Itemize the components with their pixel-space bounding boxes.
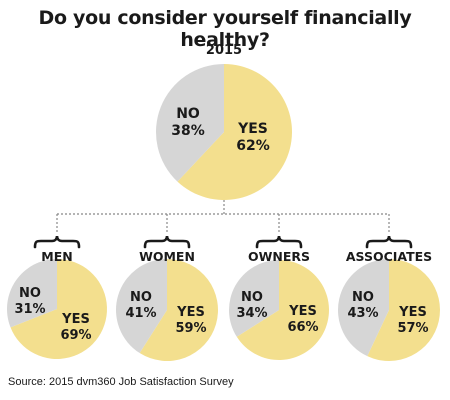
slice-value-no: 43% xyxy=(347,306,378,321)
pie-slice-yes xyxy=(367,259,440,361)
slice-label-yes: YES xyxy=(176,305,205,320)
pie-group-label: ASSOCIATES xyxy=(346,249,432,264)
pie-group-label: MEN xyxy=(41,249,72,264)
pie-group-label: WOMEN xyxy=(139,249,195,264)
pie-slice-no xyxy=(155,63,224,182)
slice-value-no: 31% xyxy=(14,302,45,317)
group-brace xyxy=(143,235,191,249)
pie-group-label: OWNERS xyxy=(248,249,310,264)
pie-slice-yes xyxy=(236,260,329,360)
slice-value-yes: 59% xyxy=(175,321,206,336)
slice-label-no: NO xyxy=(241,290,263,305)
group-brace xyxy=(33,235,81,249)
source-note: Source: 2015 dvm360 Job Satisfaction Sur… xyxy=(8,376,234,388)
slice-value-yes: 57% xyxy=(397,321,428,336)
pie-slice-yes xyxy=(177,64,292,200)
slice-label-no: NO xyxy=(130,290,152,305)
slice-label-no: NO xyxy=(176,106,200,122)
group-brace xyxy=(365,235,413,249)
slice-value-no: 38% xyxy=(171,123,205,139)
slice-value-no: 34% xyxy=(236,306,267,321)
slice-value-yes: 62% xyxy=(236,138,270,154)
pie-group-label: 2015 xyxy=(206,43,242,58)
slice-label-yes: YES xyxy=(398,305,427,320)
chart-title: Do you consider yourself financially hea… xyxy=(38,7,412,51)
slice-label-yes: YES xyxy=(288,304,317,319)
pie-slice-no xyxy=(115,259,167,354)
pie-slice-no xyxy=(228,259,279,337)
slice-label-yes: YES xyxy=(237,121,268,137)
slice-label-yes: YES xyxy=(61,312,90,327)
slice-label-no: NO xyxy=(352,290,374,305)
pie-slice-no xyxy=(337,259,389,357)
pie-slice-no xyxy=(6,259,58,328)
pie-slice-yes xyxy=(139,259,218,361)
pie-slice-yes xyxy=(10,259,107,359)
group-brace xyxy=(255,235,303,249)
slice-value-yes: 69% xyxy=(60,328,91,343)
slice-label-no: NO xyxy=(19,286,41,301)
slice-value-no: 41% xyxy=(125,306,156,321)
slice-value-yes: 66% xyxy=(287,320,318,335)
